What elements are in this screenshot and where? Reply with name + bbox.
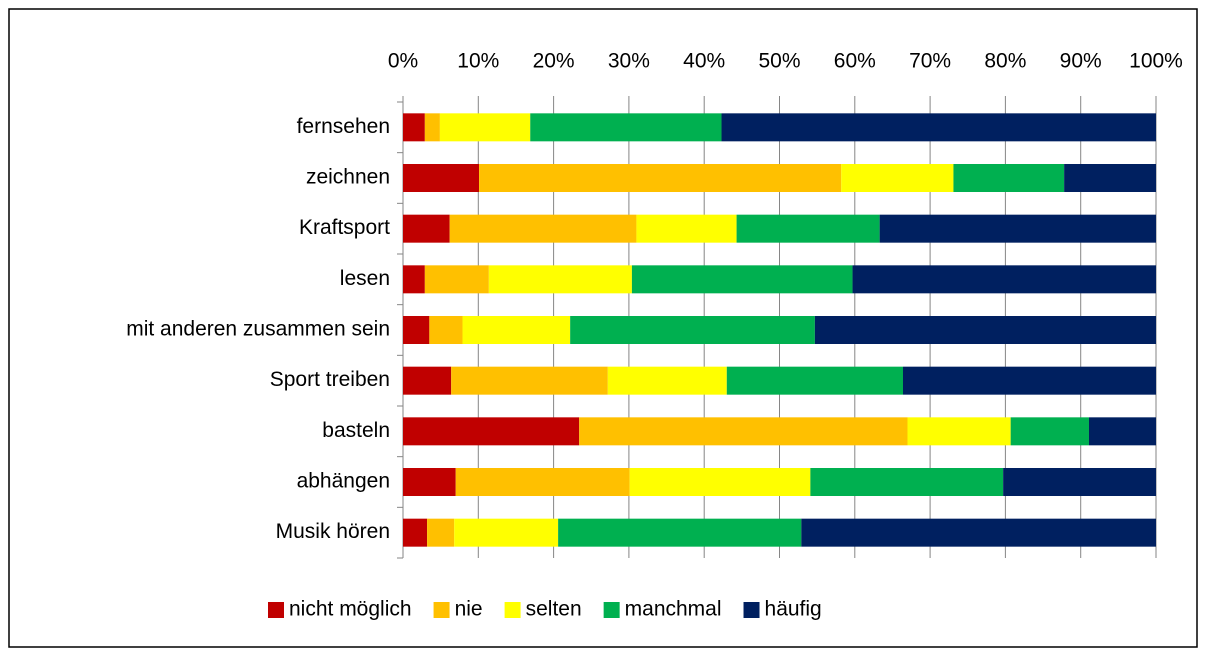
- bar-segment: [454, 518, 559, 547]
- x-tick-label: 100%: [1129, 50, 1183, 73]
- y-tick-label: mit anderen zusammen sein: [126, 318, 390, 341]
- bar-segment: [801, 518, 1156, 547]
- x-tick-label: 80%: [984, 50, 1026, 73]
- bar-segment: [403, 417, 580, 446]
- bar-segment: [631, 265, 853, 294]
- bar-segment: [1088, 417, 1156, 446]
- legend-label: nie: [455, 598, 483, 621]
- legend-label: manchmal: [625, 598, 722, 621]
- y-tick-label: lesen: [340, 267, 390, 290]
- legend-swatch: [743, 602, 760, 618]
- x-tick-label: 0%: [388, 50, 418, 73]
- bar-segment: [455, 468, 630, 496]
- bar-segment: [429, 316, 463, 344]
- y-tick-label: Sport treiben: [270, 368, 390, 391]
- bar-segment: [462, 316, 571, 344]
- bar-segment: [629, 468, 811, 496]
- bar-segment: [721, 113, 1156, 142]
- y-tick-label: abhängen: [297, 470, 390, 493]
- chart-border: [8, 8, 1198, 648]
- bar-segment: [558, 518, 802, 547]
- bar-segment: [1010, 417, 1089, 446]
- bar-segment: [570, 316, 815, 344]
- legend-label: nicht möglich: [289, 598, 412, 621]
- bar-segment: [403, 164, 480, 192]
- bar-segment: [424, 113, 440, 142]
- x-tick-label: 20%: [533, 50, 575, 73]
- bar-segment: [726, 366, 903, 395]
- bar-segment: [403, 468, 456, 496]
- y-tick-label: fernsehen: [297, 115, 390, 138]
- bar-segment: [424, 265, 489, 294]
- bar-segment: [403, 214, 450, 243]
- bar-segment: [902, 366, 1156, 395]
- bar-segment: [579, 417, 908, 446]
- bar-segment: [953, 164, 1065, 192]
- x-tick-label: 40%: [683, 50, 725, 73]
- bar-segment: [403, 366, 452, 395]
- bar-segment: [607, 366, 727, 395]
- x-tick-label: 60%: [834, 50, 876, 73]
- legend-label: häufig: [765, 598, 822, 621]
- bar-segment: [403, 518, 428, 547]
- x-tick-label: 70%: [909, 50, 951, 73]
- bar-segment: [1003, 468, 1156, 496]
- bar-segment: [636, 214, 737, 243]
- bar-segment: [879, 214, 1156, 243]
- bar-segment: [403, 316, 430, 344]
- legend-swatch: [268, 602, 284, 618]
- x-tick-label: 10%: [457, 50, 499, 73]
- bar-segment: [449, 214, 637, 243]
- bar-segment: [852, 265, 1156, 294]
- bar-segment: [814, 316, 1156, 344]
- legend-swatch: [433, 602, 450, 618]
- y-tick-label: Kraftsport: [299, 216, 390, 239]
- bar-segment: [439, 113, 531, 142]
- y-tick-label: Musik hören: [276, 520, 390, 543]
- bar-segment: [427, 518, 455, 547]
- bar-segment: [479, 164, 842, 192]
- x-tick-label: 30%: [608, 50, 650, 73]
- legend-label: selten: [526, 598, 582, 621]
- legend-swatch: [504, 602, 521, 618]
- bar-segment: [488, 265, 632, 294]
- bar-segment: [810, 468, 1004, 496]
- bar-segment: [1064, 164, 1156, 192]
- bar-segment: [736, 214, 880, 243]
- x-tick-label: 50%: [758, 50, 800, 73]
- bar-segment: [907, 417, 1011, 446]
- legend-swatch: [603, 602, 620, 618]
- bar-segment: [403, 113, 425, 142]
- bar-segment: [530, 113, 722, 142]
- y-tick-label: basteln: [322, 419, 390, 442]
- bar-segment: [451, 366, 608, 395]
- bar-segment: [403, 265, 425, 294]
- y-tick-label: zeichnen: [306, 166, 390, 189]
- x-tick-label: 90%: [1060, 50, 1102, 73]
- bar-segment: [841, 164, 954, 192]
